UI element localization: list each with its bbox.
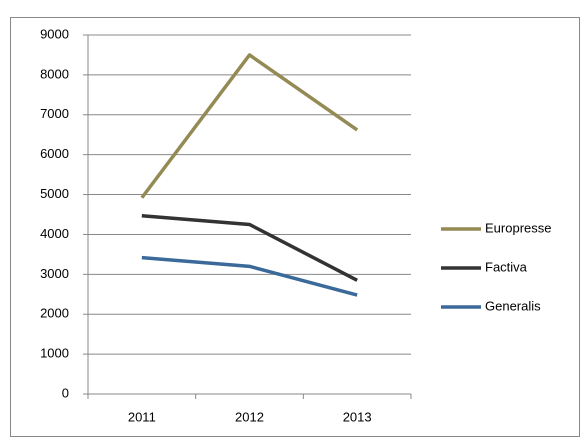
y-tick-label: 3000 <box>40 266 69 281</box>
line-series <box>141 213 358 282</box>
legend-label: Generalis <box>485 298 541 313</box>
legend-label: Factiva <box>485 259 528 274</box>
y-tick-label: 8000 <box>40 66 69 81</box>
line-series <box>141 255 358 297</box>
x-tick-label: 2012 <box>235 409 264 424</box>
legend-label: Europresse <box>485 220 551 235</box>
y-tick-label: 5000 <box>40 186 69 201</box>
y-tick-label: 1000 <box>40 346 69 361</box>
x-tick-label: 2011 <box>128 409 156 424</box>
line-series <box>140 53 359 199</box>
y-tick-label: 4000 <box>40 226 69 241</box>
y-tick-label: 9000 <box>40 26 69 41</box>
y-tick-label: 7000 <box>40 106 69 121</box>
x-tick-label: 2013 <box>343 409 372 424</box>
y-tick-label: 0 <box>62 385 69 400</box>
y-tick-label: 6000 <box>40 146 69 161</box>
y-tick-label: 2000 <box>40 306 69 321</box>
